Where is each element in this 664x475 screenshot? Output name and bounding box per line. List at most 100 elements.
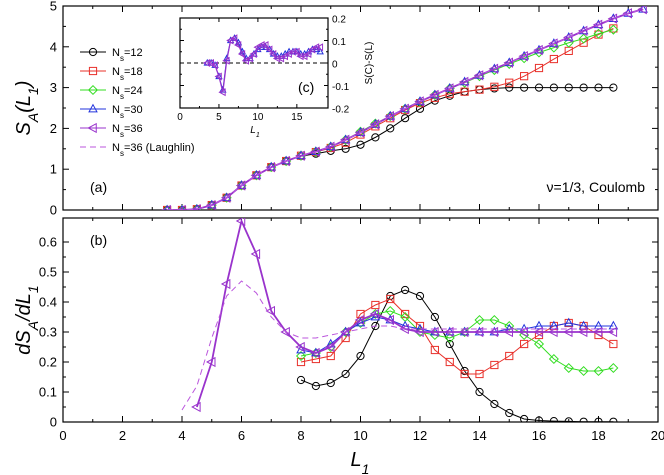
x-tick-label: 18 — [591, 428, 605, 443]
data-point — [191, 401, 201, 413]
data-point — [608, 362, 619, 374]
x-tick-label: 0 — [177, 112, 183, 123]
data-point — [206, 59, 214, 67]
data-point — [272, 54, 281, 63]
data-point — [414, 326, 424, 338]
series-line-ns-36-laughlin- — [167, 8, 644, 210]
data-point — [490, 360, 499, 370]
data-point — [548, 326, 558, 338]
x-axis-label: L1 — [351, 449, 370, 475]
data-point — [206, 199, 216, 210]
data-point — [533, 44, 543, 56]
data-point — [399, 323, 409, 335]
y-tick-label: -0.1 — [332, 82, 350, 93]
data-point — [594, 417, 603, 422]
data-point — [354, 314, 365, 326]
y-tick-label: 0.3 — [39, 325, 57, 340]
series-layer — [181, 218, 619, 422]
data-point — [444, 83, 454, 94]
data-point — [250, 170, 261, 181]
data-point — [399, 103, 409, 114]
data-point — [609, 339, 618, 349]
data-point — [520, 72, 529, 81]
data-point — [488, 326, 499, 338]
legend-marker — [87, 84, 99, 96]
data-point — [310, 347, 320, 359]
legend-item: Ns=12 — [80, 47, 143, 63]
data-point — [490, 82, 499, 91]
data-point — [339, 134, 350, 145]
x-tick-label: 8 — [297, 428, 304, 443]
data-point — [369, 308, 380, 320]
y-tick-label: 1 — [50, 162, 57, 177]
series-line-ns-36-laughlin- — [181, 280, 614, 411]
data-point — [304, 50, 312, 58]
data-point — [371, 321, 380, 331]
data-point — [226, 36, 234, 45]
data-point — [460, 369, 469, 379]
data-point — [415, 104, 425, 113]
y-axis-label: S(C)-S(L) — [364, 42, 375, 85]
data-point — [505, 78, 514, 87]
data-point — [316, 47, 324, 55]
legend-item: Ns=36 — [80, 122, 143, 139]
legend-label: Ns=24 — [112, 85, 143, 101]
legend-marker — [88, 66, 98, 76]
panel-a: 0 1 2 3 4 5 SA(L1) (a) ν=1/3, Coulomb — [13, 0, 659, 218]
data-point — [429, 89, 439, 101]
data-point — [518, 326, 528, 338]
data-point — [296, 375, 306, 385]
data-point — [594, 83, 603, 92]
data-point — [475, 369, 484, 379]
data-point — [341, 369, 350, 379]
data-point — [592, 326, 603, 338]
data-point — [533, 338, 545, 350]
data-point — [445, 89, 454, 98]
data-point — [445, 357, 454, 367]
data-point — [609, 83, 618, 92]
data-point — [369, 119, 380, 130]
data-point — [518, 51, 528, 62]
x-tick-label: 0 — [59, 428, 66, 443]
legend-marker — [87, 122, 97, 134]
data-point — [415, 291, 425, 301]
data-point — [295, 341, 305, 353]
data-point — [548, 38, 558, 49]
data-point — [371, 133, 380, 142]
data-point — [280, 155, 290, 167]
data-point — [534, 83, 544, 92]
data-point — [578, 33, 589, 44]
data-point — [549, 83, 558, 92]
data-point — [218, 88, 226, 97]
x-tick-label: 15 — [291, 112, 303, 123]
data-point — [505, 408, 514, 418]
data-point — [276, 54, 285, 63]
legend-label: Ns=30 — [112, 104, 143, 120]
data-point — [593, 28, 604, 39]
data-point — [505, 351, 514, 361]
data-point — [520, 339, 529, 349]
data-point — [295, 350, 307, 362]
data-point — [460, 87, 469, 96]
series-line-ns-24 — [300, 310, 614, 372]
series-layer — [161, 6, 648, 210]
data-point — [371, 300, 380, 310]
data-point — [444, 326, 454, 338]
data-point — [475, 85, 484, 94]
data-point — [280, 326, 290, 338]
data-point — [488, 63, 499, 74]
data-point — [593, 365, 604, 377]
data-point — [490, 399, 499, 409]
x-tick-label: 16 — [532, 428, 546, 443]
y-tick-label: 0.4 — [39, 295, 57, 310]
data-point — [401, 114, 410, 123]
data-point — [533, 326, 543, 338]
data-point — [326, 378, 335, 388]
annotation: ν=1/3, Coulomb — [547, 179, 646, 195]
data-point — [430, 345, 439, 355]
panel-label: (c) — [298, 79, 314, 95]
data-point — [280, 52, 288, 61]
data-point — [269, 50, 277, 58]
data-point — [296, 52, 304, 61]
data-point — [549, 54, 558, 64]
